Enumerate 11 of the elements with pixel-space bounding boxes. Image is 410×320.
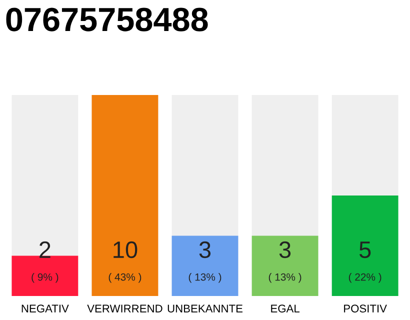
data-label: 5 ( 22% ) bbox=[348, 242, 382, 283]
data-label: 2 ( 9% ) bbox=[32, 241, 58, 283]
data-label: 3 ( 13% ) bbox=[268, 241, 302, 283]
x-tick-label: VERWIRREND bbox=[87, 304, 162, 312]
x-tick-label: POSITIV bbox=[344, 304, 387, 312]
x-tick-label: EGAL bbox=[271, 304, 300, 312]
data-label: 3 ( 13% ) bbox=[188, 241, 222, 283]
x-tick-label: UNBEKANNTE bbox=[168, 304, 242, 312]
data-label: 10 ( 43% ) bbox=[108, 241, 142, 283]
chart-title: 07675758488 bbox=[6, 8, 208, 32]
x-tick-label: NEGATIV bbox=[22, 304, 69, 312]
